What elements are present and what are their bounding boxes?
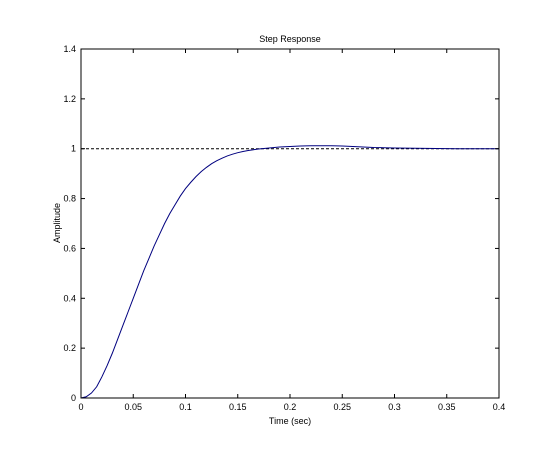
x-tick-label: 0.05 <box>124 402 142 412</box>
y-tick-label: 1.4 <box>63 44 76 54</box>
x-axis-ticks: 0 0.05 0.1 0.15 0.2 0.25 0.3 0.35 0.4 <box>78 49 505 412</box>
y-axis-label: Amplitude <box>52 203 62 243</box>
x-tick-label: 0.15 <box>229 402 247 412</box>
x-tick-label: 0.2 <box>284 402 297 412</box>
y-tick-label: 0.6 <box>63 243 76 253</box>
y-tick-label: 0.8 <box>63 194 76 204</box>
y-tick-label: 0.2 <box>63 343 76 353</box>
series-line-1 <box>80 145 499 399</box>
x-tick-label: 0 <box>78 402 83 412</box>
x-tick-label: 0.4 <box>493 402 506 412</box>
series-layer <box>80 145 499 399</box>
x-axis-label: Time (sec) <box>269 416 311 426</box>
y-axis-ticks: 0 0.2 0.4 0.6 0.8 1 1.2 1.4 <box>63 44 499 403</box>
y-tick-label: 0 <box>71 393 76 403</box>
y-tick-label: 1.2 <box>63 94 76 104</box>
y-tick-label: 1 <box>71 144 76 154</box>
x-tick-label: 0.1 <box>179 402 192 412</box>
plot-area <box>80 48 500 399</box>
y-tick-label: 0.4 <box>63 293 76 303</box>
x-tick-label: 0.35 <box>438 402 456 412</box>
x-tick-label: 0.25 <box>333 402 351 412</box>
x-tick-label: 0.3 <box>388 402 401 412</box>
chart-title: Step Response <box>259 34 321 44</box>
